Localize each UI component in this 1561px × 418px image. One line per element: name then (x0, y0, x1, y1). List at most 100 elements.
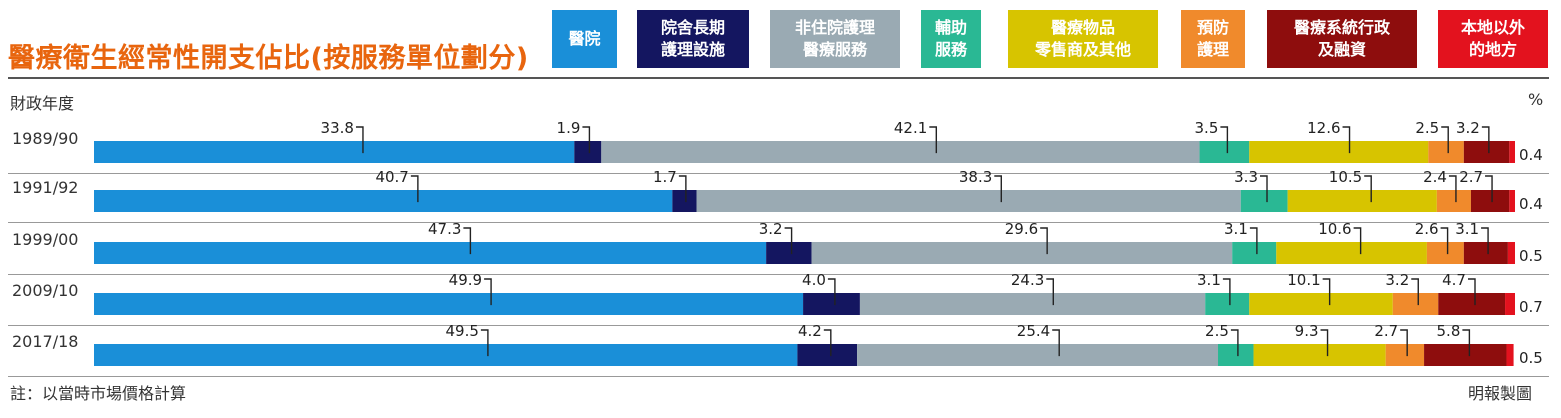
legend-item-label: 零售商及其他 (1034, 40, 1131, 59)
data-label: 3.2 (1385, 271, 1409, 289)
legend-item-label: 醫院 (568, 29, 601, 48)
bar-segment (1438, 293, 1506, 315)
leader-line (678, 175, 687, 203)
leader-line (1260, 175, 1268, 203)
data-label: 0.4 (1519, 146, 1543, 164)
leader-line (582, 126, 591, 154)
unit-label: % (1528, 90, 1544, 109)
data-label: 29.6 (1005, 220, 1038, 238)
legend-item: 預防 護理 (1181, 10, 1245, 68)
bar-segment (857, 344, 1219, 366)
data-label: 38.3 (959, 168, 992, 186)
legend-item: 醫療系統行政 及融資 (1267, 10, 1417, 68)
row-divider (8, 173, 1549, 174)
bar-segment (1463, 242, 1508, 264)
legend-item: 醫院 (552, 10, 617, 68)
bar-segment (94, 190, 673, 212)
data-label: 2.7 (1459, 168, 1483, 186)
legend-item-label: 院舍長期 (660, 18, 725, 37)
leader-line (463, 227, 472, 255)
data-label: 10.1 (1287, 271, 1320, 289)
data-label: 3.2 (759, 220, 783, 238)
legend-item-label: 護理 (1196, 40, 1229, 59)
legend-item-label: 護理設施 (660, 40, 725, 59)
data-label: 3.1 (1224, 220, 1248, 238)
leader-line (1320, 329, 1329, 357)
legend-item-label: 本地以外 (1460, 18, 1525, 37)
category-label: 1989/90 (12, 129, 79, 148)
bar-segment (1205, 293, 1250, 315)
y-axis-caption: 財政年度 (10, 94, 75, 113)
bar-segment (94, 344, 798, 366)
bar-segment (1249, 141, 1429, 163)
data-label: 4.2 (798, 322, 822, 340)
leader-line (480, 329, 489, 357)
chart-title: 醫療衛生經常性開支佔比(按服務單位劃分) (8, 43, 529, 74)
data-label: 12.6 (1307, 119, 1340, 137)
legend-item-label: 非住院護理 (794, 18, 875, 37)
category-label: 2017/18 (12, 332, 79, 351)
bar-segment (1199, 141, 1250, 163)
bar-segment (1424, 344, 1507, 366)
row-divider (8, 325, 1549, 326)
legend-item-label: 服務 (934, 40, 967, 59)
data-label: 2.4 (1423, 168, 1447, 186)
bar-segment (1232, 242, 1277, 264)
bar-segment (574, 141, 602, 163)
data-label: 25.4 (1017, 322, 1050, 340)
leader-line (827, 278, 836, 306)
bar-segment (94, 141, 575, 163)
leader-line (1249, 227, 1258, 255)
legend-item: 非住院護理 醫療服務 (770, 10, 900, 68)
leader-line (1411, 278, 1419, 306)
bar-segment (94, 293, 804, 315)
leader-line (1040, 227, 1048, 255)
bar-segment (1276, 242, 1427, 264)
leader-line (1481, 126, 1490, 154)
bar-segment (1470, 190, 1510, 212)
leader-line (355, 126, 364, 154)
leader-line (1400, 329, 1408, 357)
bar-segment (1507, 242, 1515, 264)
bar-segment (1428, 141, 1464, 163)
row-divider (8, 376, 1549, 377)
bar-segment (1436, 190, 1471, 212)
leader-line (1342, 126, 1351, 154)
legend-item-label: 醫療系統行政 (1293, 18, 1390, 37)
leader-line (994, 175, 1002, 203)
category-label: 1991/92 (12, 178, 79, 197)
legend-item-label: 醫療物品 (1050, 18, 1115, 37)
bar-segment (696, 190, 1241, 212)
leader-line (929, 126, 938, 154)
category-label: 1999/00 (12, 230, 79, 249)
legend-item: 輔助 服務 (921, 10, 981, 68)
legend-item-label: 輔助 (934, 18, 967, 37)
bar-segment (1426, 242, 1464, 264)
legend-item-label: 預防 (1196, 18, 1229, 37)
leader-line (1481, 227, 1489, 255)
data-label: 1.9 (557, 119, 581, 137)
data-label: 4.7 (1442, 271, 1466, 289)
data-label: 49.5 (445, 322, 478, 340)
bar-segment (859, 293, 1206, 315)
data-label: 4.0 (802, 271, 826, 289)
bar-segment (672, 190, 697, 212)
leader-line (1220, 126, 1229, 154)
data-label: 3.3 (1234, 168, 1258, 186)
leader-line (484, 278, 492, 306)
data-label: 5.8 (1437, 322, 1461, 340)
data-label: 0.7 (1519, 298, 1543, 316)
legend-item-label: 及融資 (1317, 40, 1366, 59)
leader-line (1222, 278, 1231, 306)
data-label: 40.7 (375, 168, 408, 186)
leader-line (1448, 175, 1457, 203)
category-label: 2009/10 (12, 281, 79, 300)
leader-line (1485, 175, 1493, 203)
data-label: 3.5 (1195, 119, 1219, 137)
data-label: 2.5 (1205, 322, 1229, 340)
bar-segment (1287, 190, 1437, 212)
data-label: 0.5 (1519, 349, 1543, 367)
data-label: 33.8 (321, 119, 354, 137)
bar-segment (1463, 141, 1510, 163)
